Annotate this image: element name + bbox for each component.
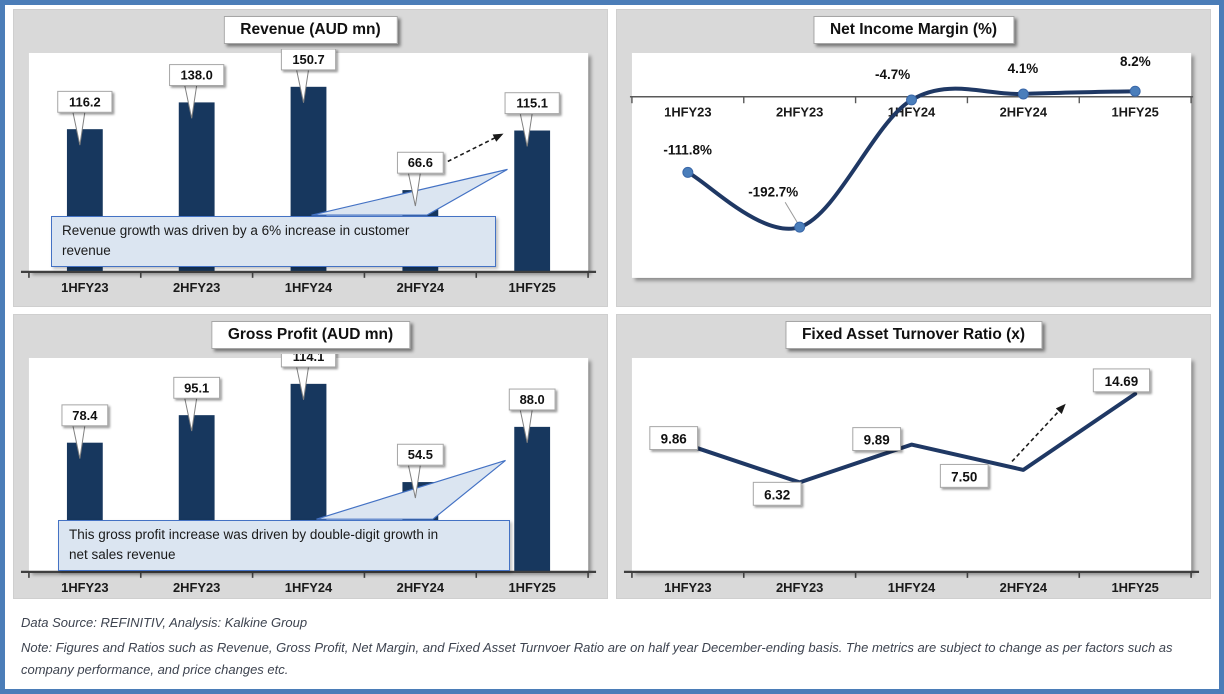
fixed-asset-turnover-chart-title: Fixed Asset Turnover Ratio (x) bbox=[784, 321, 1043, 349]
disclaimer-note: Note: Figures and Ratios such as Revenue… bbox=[21, 640, 1173, 678]
chart-text: 1HFY23 bbox=[664, 580, 711, 595]
chart-text: 2HFY24 bbox=[397, 280, 445, 295]
net-income-margin-chart-canvas: 1HFY23 2HFY23 1HFY24 2HFY24 1HFY25-111.8%-19… bbox=[629, 52, 1194, 278]
data-point-marker bbox=[1129, 85, 1141, 97]
data-label-box: 6.32 bbox=[752, 481, 802, 506]
bar bbox=[514, 130, 551, 272]
chart-text: 114.1 bbox=[293, 354, 325, 364]
data-label-box: 7.50 bbox=[939, 463, 989, 488]
data-point-marker bbox=[1017, 88, 1029, 100]
gross-profit-chart-title: Gross Profit (AUD mn) bbox=[210, 321, 411, 349]
annotation-pointer bbox=[311, 168, 508, 216]
chart-text: 115.1 bbox=[516, 96, 548, 111]
data-label-callout: 114.1 bbox=[280, 354, 337, 400]
revenue-annotation-callout: Revenue growth was driven by a 6% increa… bbox=[51, 216, 496, 267]
plot-area bbox=[631, 52, 1192, 278]
data-label-callout: 66.6 bbox=[396, 151, 444, 207]
annotation-pointer bbox=[316, 459, 506, 520]
chart-text: 2HFY24 bbox=[1000, 105, 1048, 120]
chart-text: 1HFY24 bbox=[285, 580, 333, 595]
chart-text: -4.7% bbox=[875, 67, 910, 82]
chart-text: 88.0 bbox=[520, 392, 545, 407]
trend-arrow bbox=[1011, 403, 1066, 462]
chart-text: 78.4 bbox=[72, 408, 98, 423]
net-income-margin-title-text: Net Income Margin (%) bbox=[829, 21, 998, 38]
fixed-asset-turnover-chart-canvas: 1HFY23 2HFY23 1HFY24 2HFY24 1HFY25 9.86 6.32 9.… bbox=[623, 357, 1200, 595]
chart-text: 66.6 bbox=[408, 155, 433, 170]
trend-arrow bbox=[447, 133, 504, 163]
chart-text: 2HFY24 bbox=[1000, 580, 1048, 595]
data-label-box: 9.89 bbox=[852, 427, 902, 452]
fixed-asset-turnover-title-text: Fixed Asset Turnover Ratio (x) bbox=[801, 326, 1026, 343]
chart-grid: Revenue (AUD mn) 1HFY23 2HFY23 1HFY24 2HFY2… bbox=[5, 5, 1219, 599]
net-income-margin-chart-title: Net Income Margin (%) bbox=[812, 16, 1015, 44]
chart-text: 150.7 bbox=[292, 52, 324, 67]
chart-text: -111.8% bbox=[663, 142, 712, 157]
chart-text: 1HFY25 bbox=[1111, 105, 1158, 120]
plot-area bbox=[631, 357, 1192, 572]
label-leader-line bbox=[784, 201, 799, 224]
chart-text: 1HFY23 bbox=[664, 105, 711, 120]
chart-text: 7.50 bbox=[951, 469, 977, 484]
footer-notes: Data Source: REFINITIV, Analysis: Kalkin… bbox=[5, 599, 1219, 681]
chart-text: 1HFY25 bbox=[508, 580, 555, 595]
data-point-marker bbox=[682, 166, 694, 178]
chart-text: 2HFY24 bbox=[397, 580, 445, 595]
data-label-callout: 95.1 bbox=[173, 376, 221, 432]
gross-profit-annotation-callout: This gross profit increase was driven by… bbox=[58, 520, 510, 571]
chart-text: 1HFY23 bbox=[61, 580, 108, 595]
chart-text: 1HFY23 bbox=[61, 280, 108, 295]
data-source-note: Data Source: REFINITIV, Analysis: Kalkin… bbox=[21, 615, 308, 630]
data-label-callout: 54.5 bbox=[396, 443, 444, 499]
chart-text: 1HFY25 bbox=[508, 280, 555, 295]
chart-text: 95.1 bbox=[184, 380, 209, 395]
chart-text: 8.2% bbox=[1120, 54, 1151, 69]
revenue-panel: Revenue (AUD mn) 1HFY23 2HFY23 1HFY24 2HFY2… bbox=[13, 9, 608, 307]
chart-text: -192.7% bbox=[748, 184, 798, 199]
net-income-margin-panel: Net Income Margin (%) 1HFY23 2HFY23 1HFY24… bbox=[616, 9, 1211, 307]
revenue-chart-title: Revenue (AUD mn) bbox=[223, 16, 398, 44]
chart-text: 116.2 bbox=[69, 94, 101, 109]
data-point-marker bbox=[906, 94, 917, 106]
revenue-title-text: Revenue (AUD mn) bbox=[240, 21, 381, 38]
data-label-callout: 150.7 bbox=[280, 49, 337, 103]
data-point-marker bbox=[794, 221, 806, 233]
data-label-callout: 78.4 bbox=[61, 404, 109, 459]
chart-text: 4.1% bbox=[1008, 61, 1039, 76]
chart-text: 138.0 bbox=[181, 68, 213, 83]
chart-text: 1HFY24 bbox=[285, 280, 333, 295]
data-label-callout: 88.0 bbox=[508, 388, 556, 443]
chart-text: 2HFY23 bbox=[776, 580, 823, 595]
fixed-asset-turnover-panel: Fixed Asset Turnover Ratio (x) 1HFY23 2HF… bbox=[616, 314, 1211, 599]
chart-text: 54.5 bbox=[408, 447, 433, 462]
data-label-callout: 115.1 bbox=[504, 92, 560, 147]
chart-text: 1HFY25 bbox=[1111, 580, 1158, 595]
chart-text: 14.69 bbox=[1105, 374, 1139, 389]
chart-text: 1HFY24 bbox=[888, 580, 936, 595]
data-label-box: 9.86 bbox=[649, 426, 699, 451]
fixed-asset-turnover-line bbox=[685, 391, 1138, 485]
data-label-callout: 116.2 bbox=[57, 90, 113, 146]
data-label-callout: 138.0 bbox=[169, 64, 225, 119]
chart-text: 9.86 bbox=[661, 432, 687, 447]
chart-text: 6.32 bbox=[764, 487, 790, 502]
gross-profit-panel: Gross Profit (AUD mn) 1HFY23 2HFY23 1HFY24… bbox=[13, 314, 608, 599]
gross-profit-title-text: Gross Profit (AUD mn) bbox=[227, 326, 394, 343]
bar bbox=[514, 426, 551, 572]
chart-text: 2HFY23 bbox=[173, 280, 220, 295]
data-label-box: 14.69 bbox=[1092, 368, 1151, 393]
chart-text: 9.89 bbox=[864, 433, 890, 448]
chart-text: 2HFY23 bbox=[776, 105, 823, 120]
chart-text: 2HFY23 bbox=[173, 580, 220, 595]
